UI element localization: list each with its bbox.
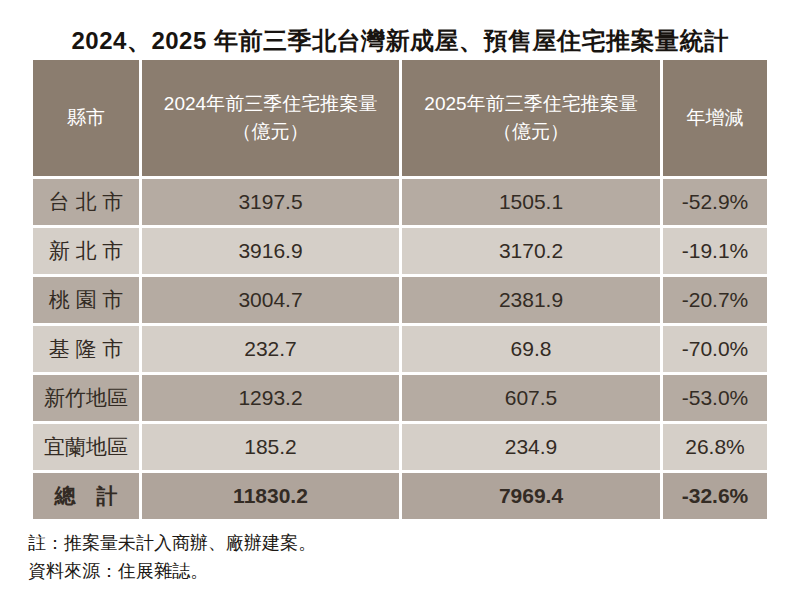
- header-yoy: 年增減: [663, 60, 767, 176]
- table-row-total: 總 計 11830.2 7969.4 -32.6%: [33, 473, 767, 519]
- yoy-cell: -20.7%: [663, 277, 767, 323]
- total-2025-cell: 7969.4: [402, 473, 660, 519]
- table-row-taoyuan: 桃 園 市 3004.7 2381.9 -20.7%: [33, 277, 767, 323]
- value-2025-cell: 234.9: [402, 424, 660, 470]
- value-2025-cell: 3170.2: [402, 228, 660, 274]
- city-cell: 新竹地區: [33, 375, 139, 421]
- city-cell: 基 隆 市: [33, 326, 139, 372]
- value-2024-cell: 185.2: [142, 424, 399, 470]
- value-2024-cell: 1293.2: [142, 375, 399, 421]
- yoy-cell: -19.1%: [663, 228, 767, 274]
- yoy-cell: -70.0%: [663, 326, 767, 372]
- value-2024-cell: 3197.5: [142, 179, 399, 225]
- table-row-hsinchu: 新竹地區 1293.2 607.5 -53.0%: [33, 375, 767, 421]
- city-cell: 台 北 市: [33, 179, 139, 225]
- value-2025-cell: 69.8: [402, 326, 660, 372]
- city-cell: 桃 園 市: [33, 277, 139, 323]
- yoy-cell: -53.0%: [663, 375, 767, 421]
- city-cell: 新 北 市: [33, 228, 139, 274]
- total-label-cell: 總 計: [33, 473, 139, 519]
- table-row-keelung: 基 隆 市 232.7 69.8 -70.0%: [33, 326, 767, 372]
- value-2024-cell: 3004.7: [142, 277, 399, 323]
- value-2025-cell: 607.5: [402, 375, 660, 421]
- header-2024-label: 2024年前三季住宅推案量 （億元）: [164, 90, 377, 145]
- footnote-line: 註：推案量未計入商辦、廠辦建案。: [28, 530, 316, 558]
- footnote-line: 資料來源：住展雜誌。: [28, 558, 316, 586]
- housing-stats-table: 縣市 2024年前三季住宅推案量 （億元） 2025年前三季住宅推案量 （億元）…: [33, 60, 767, 519]
- value-2025-cell: 1505.1: [402, 179, 660, 225]
- yoy-cell: 26.8%: [663, 424, 767, 470]
- infographic-page: 2024、2025 年前三季北台灣新成屋、預售屋住宅推案量統計 縣市 2024年…: [0, 0, 800, 600]
- table-row-newtaipei: 新 北 市 3916.9 3170.2 -19.1%: [33, 228, 767, 274]
- value-2025-cell: 2381.9: [402, 277, 660, 323]
- header-city: 縣市: [33, 60, 139, 176]
- total-yoy-cell: -32.6%: [663, 473, 767, 519]
- header-yoy-label: 年增減: [687, 104, 744, 132]
- value-2024-cell: 232.7: [142, 326, 399, 372]
- page-title: 2024、2025 年前三季北台灣新成屋、預售屋住宅推案量統計: [0, 25, 800, 57]
- table-row-yilan: 宜蘭地區 185.2 234.9 26.8%: [33, 424, 767, 470]
- header-2024: 2024年前三季住宅推案量 （億元）: [142, 60, 399, 176]
- table-row-taipei: 台 北 市 3197.5 1505.1 -52.9%: [33, 179, 767, 225]
- header-2025-label: 2025年前三季住宅推案量 （億元）: [424, 90, 637, 145]
- header-city-label: 縣市: [67, 104, 105, 132]
- total-2024-cell: 11830.2: [142, 473, 399, 519]
- footnotes: 註：推案量未計入商辦、廠辦建案。 資料來源：住展雜誌。: [28, 530, 316, 586]
- yoy-cell: -52.9%: [663, 179, 767, 225]
- city-cell: 宜蘭地區: [33, 424, 139, 470]
- value-2024-cell: 3916.9: [142, 228, 399, 274]
- header-2025: 2025年前三季住宅推案量 （億元）: [402, 60, 660, 176]
- table-header-row: 縣市 2024年前三季住宅推案量 （億元） 2025年前三季住宅推案量 （億元）…: [33, 60, 767, 176]
